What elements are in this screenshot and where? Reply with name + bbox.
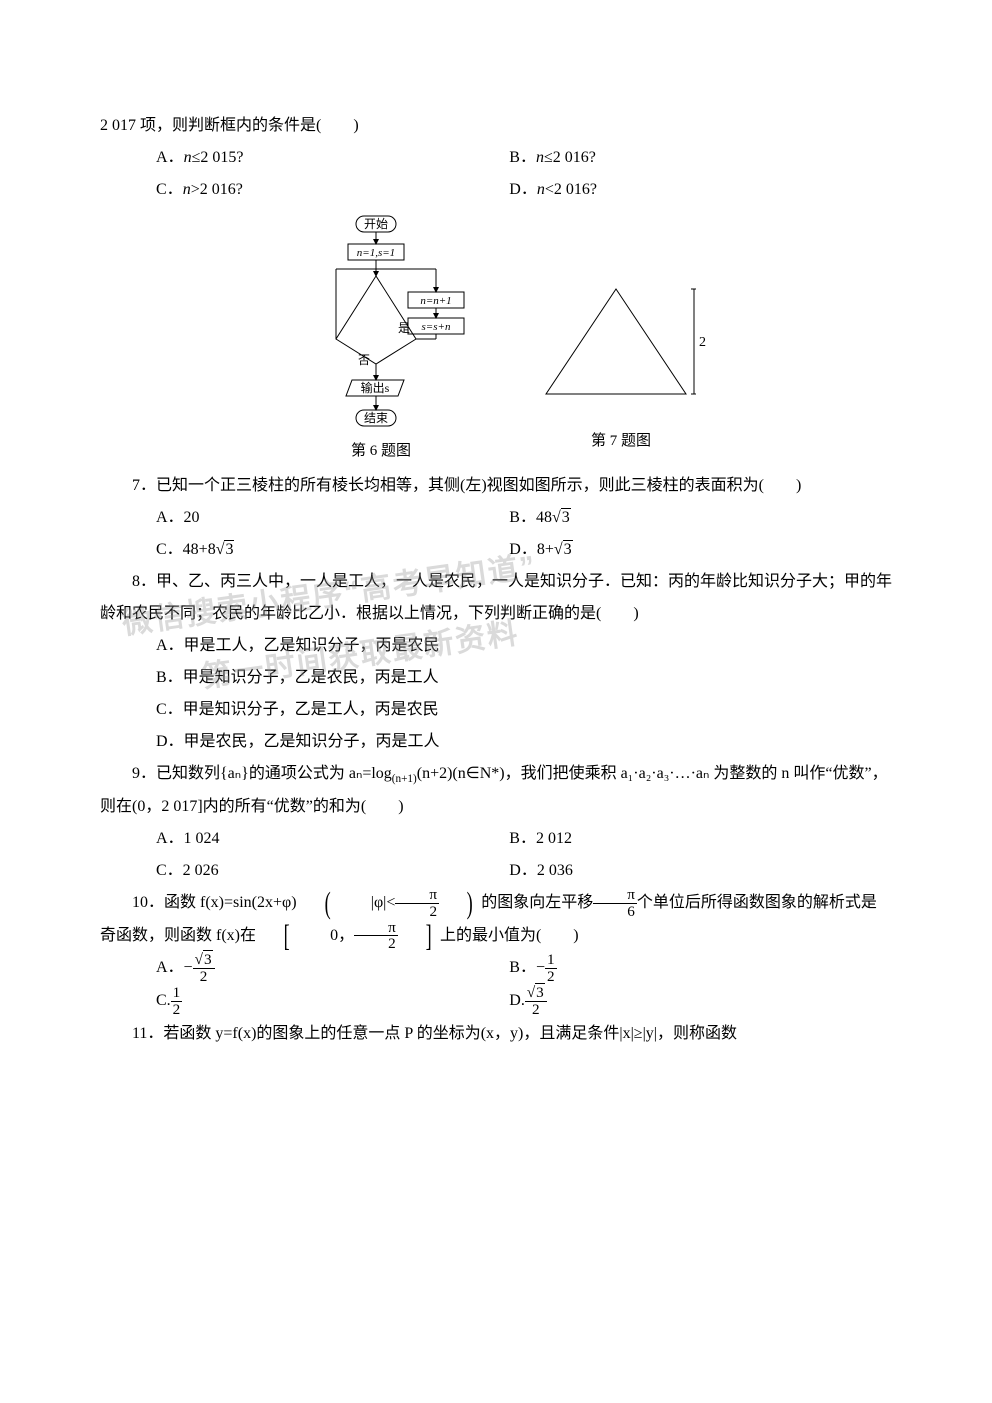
q7-options: A．20 B．48√3 C．48+8√3 D．8+√3 [100, 502, 892, 566]
q11-stem: 11．若函数 y=f(x)的图象上的任意一点 P 的坐标为(x，y)，且满足条件… [100, 1018, 892, 1050]
q7-opt-d: D．8+√3 [509, 534, 862, 566]
q10-opt-c: C.12 [156, 985, 509, 1018]
q7-opt-c: C．48+8√3 [156, 534, 509, 566]
flow-inc: n=n+1 [420, 295, 451, 307]
flow-yes: 是 [398, 321, 410, 335]
flow-acc: s=s+n [422, 321, 451, 333]
fig6-caption: 第 6 题图 [351, 436, 411, 466]
q6-options: A．n≤2 015? B．n≤2 016? C．n>2 016? D．n<2 0… [100, 142, 892, 206]
q7-stem: 7．已知一个正三棱柱的所有棱长均相等，其侧(左)视图如图所示，则此三棱柱的表面积… [100, 470, 892, 502]
q6-opt-a: A．n≤2 015? [156, 142, 509, 174]
q9-opt-b: B．2 012 [509, 823, 862, 855]
q8-stem: 8．甲、乙、丙三人中，一人是工人，一人是农民，一人是知识分子．已知：丙的年龄比知… [100, 566, 892, 630]
q8-opt-a: A．甲是工人，乙是知识分子，丙是农民 [100, 630, 892, 662]
q6-stem: 2 017 项，则判断框内的条件是( ) [100, 110, 892, 142]
q9-options: A．1 024 B．2 012 C．2 026 D．2 036 [100, 823, 892, 887]
q10-opt-b: B．−12 [509, 952, 862, 985]
q10-opt-a: A．−√32 [156, 952, 509, 985]
q9-opt-d: D．2 036 [509, 855, 862, 887]
q8-opt-c: C．甲是知识分子，乙是工人，丙是农民 [100, 694, 892, 726]
q7-opt-a: A．20 [156, 502, 509, 534]
q6-opt-d: D．n<2 016? [509, 174, 862, 206]
q6-opt-c: C．n>2 016? [156, 174, 509, 206]
figure-6: 开始 n=1,s=1 n=n+1 s=s+n [286, 214, 476, 466]
flow-no: 否 [358, 353, 370, 367]
q9-stem: 9．已知数列{aₙ}的通项公式为 aₙ=log(n+1)(n+2)(n∈N*)，… [100, 758, 892, 823]
q9-opt-a: A．1 024 [156, 823, 509, 855]
svg-text:2√3: 2√3 [699, 335, 706, 350]
q7-opt-b: B．48√3 [509, 502, 862, 534]
flow-out: 输出s [361, 380, 390, 395]
flow-start: 开始 [364, 217, 388, 231]
q10-options: A．−√32 B．−12 C.12 D.√32 [100, 952, 892, 1018]
q8-options: A．甲是工人，乙是知识分子，丙是农民 B．甲是知识分子，乙是农民，丙是工人 C．… [100, 630, 892, 758]
q9-opt-c: C．2 026 [156, 855, 509, 887]
q10-stem: 10．函数 f(x)=sin(2x+φ)(|φ|<π2)的图象向左平移π6个单位… [100, 887, 892, 953]
q8-opt-b: B．甲是知识分子，乙是农民，丙是工人 [100, 662, 892, 694]
flow-init: n=1,s=1 [357, 247, 395, 259]
flow-end: 结束 [364, 411, 388, 425]
q10-opt-d: D.√32 [509, 985, 862, 1018]
figure-7: 2√3 第 7 题图 [536, 214, 706, 466]
q6-opt-b: B．n≤2 016? [509, 142, 862, 174]
q8-opt-d: D．甲是农民，乙是知识分子，丙是工人 [100, 726, 892, 758]
fig7-caption: 第 7 题图 [591, 426, 651, 456]
